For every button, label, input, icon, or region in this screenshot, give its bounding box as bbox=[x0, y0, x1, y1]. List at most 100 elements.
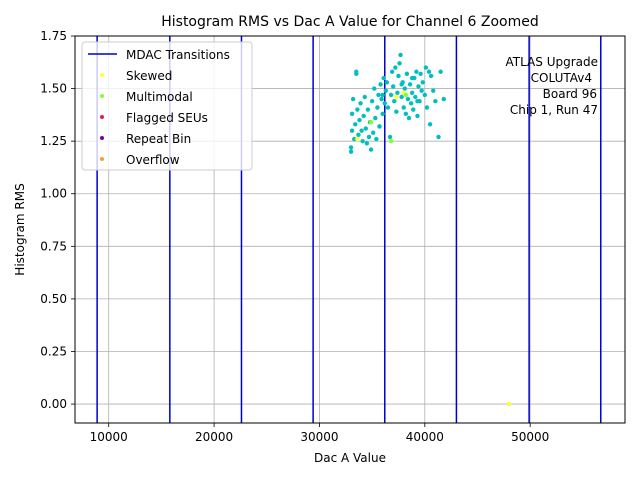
data-point bbox=[373, 115, 378, 121]
data-point bbox=[354, 69, 359, 74]
data-point bbox=[348, 149, 354, 154]
data-point bbox=[409, 90, 415, 95]
y-tick-label: 0.25 bbox=[40, 344, 67, 358]
legend-marker-flagged-seus bbox=[100, 115, 104, 119]
data-point bbox=[374, 136, 379, 142]
data-point bbox=[380, 111, 385, 117]
data-point-multimodal bbox=[368, 120, 374, 125]
data-point bbox=[390, 84, 396, 89]
data-point bbox=[376, 92, 381, 98]
data-point bbox=[426, 69, 432, 74]
data-point bbox=[387, 134, 393, 140]
data-point bbox=[361, 113, 366, 119]
scatter-points bbox=[348, 52, 512, 407]
annotation-line-3: Board 96 bbox=[543, 87, 597, 101]
annotation-line-1: ATLAS Upgrade bbox=[505, 55, 598, 69]
legend-marker-multimodal bbox=[100, 94, 104, 98]
data-point bbox=[398, 52, 403, 58]
data-point bbox=[365, 107, 371, 112]
data-point bbox=[403, 111, 409, 117]
data-point bbox=[415, 113, 420, 119]
annotation-line-4: Chip 1, Run 47 bbox=[510, 103, 598, 117]
data-point bbox=[381, 75, 386, 81]
data-point bbox=[416, 84, 421, 89]
legend-marker-overflow bbox=[100, 157, 104, 161]
plot-frame bbox=[74, 35, 626, 424]
data-point bbox=[358, 101, 363, 106]
data-point bbox=[402, 86, 407, 91]
data-point bbox=[359, 128, 364, 133]
data-point bbox=[363, 126, 369, 131]
data-point bbox=[436, 134, 441, 140]
legend-marker-skewed bbox=[100, 73, 104, 77]
data-point bbox=[379, 96, 384, 102]
data-point bbox=[384, 80, 390, 85]
data-point-skewed bbox=[394, 94, 399, 100]
data-point bbox=[422, 92, 428, 98]
data-point bbox=[427, 122, 433, 127]
data-point bbox=[409, 75, 415, 81]
data-point-multimodal bbox=[388, 138, 394, 144]
data-point bbox=[385, 105, 391, 110]
x-tick-label: 10000 bbox=[90, 430, 128, 444]
data-point-skewed bbox=[506, 401, 512, 407]
y-tick-label: 0.50 bbox=[40, 292, 67, 306]
data-point bbox=[375, 105, 380, 110]
data-point bbox=[393, 65, 398, 70]
data-point bbox=[350, 96, 356, 102]
x-tick-label: 40000 bbox=[406, 430, 444, 444]
data-point bbox=[368, 147, 374, 152]
x-axis-ticks: 10000 20000 30000 40000 50000 bbox=[90, 423, 549, 444]
data-point bbox=[415, 99, 420, 104]
data-point bbox=[418, 71, 423, 77]
legend-marker-repeat-bin bbox=[100, 136, 104, 140]
data-point bbox=[364, 141, 370, 146]
data-point bbox=[441, 96, 446, 102]
y-tick-label: 1.50 bbox=[40, 82, 67, 96]
y-tick-label: 0.00 bbox=[40, 397, 67, 411]
legend-label-overflow: Overflow bbox=[126, 153, 180, 167]
y-tick-label: 0.75 bbox=[40, 239, 67, 253]
data-point bbox=[366, 134, 372, 140]
data-point bbox=[424, 105, 430, 110]
legend-label-flagged-seus: Flagged SEUs bbox=[126, 111, 208, 125]
data-point bbox=[414, 69, 419, 74]
data-point bbox=[389, 69, 395, 74]
chart-title: Histogram RMS vs Dac A Value for Channel… bbox=[161, 14, 539, 30]
legend-label-multimodal: Multimodal bbox=[126, 90, 193, 104]
data-point-multimodal bbox=[403, 92, 409, 98]
data-point bbox=[355, 107, 360, 112]
legend-mdac-label: MDAC Transitions bbox=[126, 48, 230, 62]
data-point bbox=[428, 73, 434, 79]
data-point bbox=[407, 82, 413, 87]
data-point bbox=[380, 92, 385, 98]
data-point bbox=[433, 99, 438, 104]
y-axis-ticks: 0.00 0.25 0.50 0.75 1.00 1.25 1.50 1.75 bbox=[40, 29, 75, 411]
data-point bbox=[411, 107, 416, 112]
data-point bbox=[370, 130, 376, 135]
data-point bbox=[352, 136, 357, 142]
data-point bbox=[408, 101, 414, 106]
data-point bbox=[423, 65, 429, 70]
data-point bbox=[356, 132, 361, 138]
data-point bbox=[388, 92, 394, 98]
y-axis-label: Histogram RMS bbox=[13, 183, 27, 275]
data-point bbox=[353, 122, 358, 127]
data-point bbox=[349, 111, 355, 117]
data-point bbox=[382, 101, 387, 106]
data-point bbox=[383, 88, 389, 93]
legend-box bbox=[81, 41, 253, 171]
annotation-block: ATLAS Upgrade COLUTAv4 Board 96 Chip 1, … bbox=[505, 55, 598, 117]
data-point bbox=[395, 90, 400, 95]
data-point bbox=[394, 109, 399, 114]
data-point bbox=[348, 145, 354, 150]
legend-label-skewed: Skewed bbox=[126, 69, 172, 83]
data-point bbox=[438, 69, 443, 74]
data-point bbox=[405, 96, 411, 102]
legend: MDAC Transitions Skewed Multimodal Flagged… bbox=[81, 41, 253, 171]
data-point bbox=[397, 61, 402, 66]
y-tick-label: 1.25 bbox=[40, 134, 67, 148]
data-point bbox=[420, 80, 425, 85]
data-point bbox=[372, 86, 377, 91]
data-point bbox=[419, 88, 424, 93]
